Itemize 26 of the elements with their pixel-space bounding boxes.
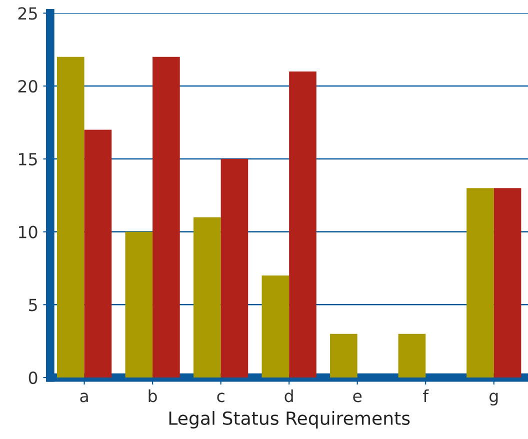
bar <box>84 130 112 378</box>
bar <box>289 71 316 378</box>
x-tick-label: d <box>284 389 293 402</box>
bar <box>220 158 248 378</box>
bar <box>262 276 290 378</box>
bar <box>466 188 494 378</box>
bar <box>330 334 358 378</box>
bar <box>125 232 153 378</box>
bar <box>152 56 180 378</box>
y-tick-label: 10 <box>18 226 38 238</box>
y-tick-label: 25 <box>18 7 37 20</box>
x-tick-label: g <box>489 392 498 406</box>
y-tick-label: 20 <box>18 80 38 93</box>
bar <box>56 56 84 378</box>
y-tick-label: 15 <box>18 153 37 166</box>
x-tick-label: c <box>217 392 224 402</box>
x-tick-label: e <box>353 392 362 402</box>
x-tick-label: f <box>423 389 429 402</box>
bar <box>194 217 221 378</box>
y-tick-label: 5 <box>29 298 37 312</box>
x-tick-label: a <box>80 392 88 402</box>
x-axis-title: Legal Status Requirements <box>169 411 410 429</box>
bar <box>398 334 426 378</box>
y-tick-label: 0 <box>28 372 38 384</box>
x-tick-label: b <box>148 389 157 402</box>
bar <box>494 188 522 378</box>
